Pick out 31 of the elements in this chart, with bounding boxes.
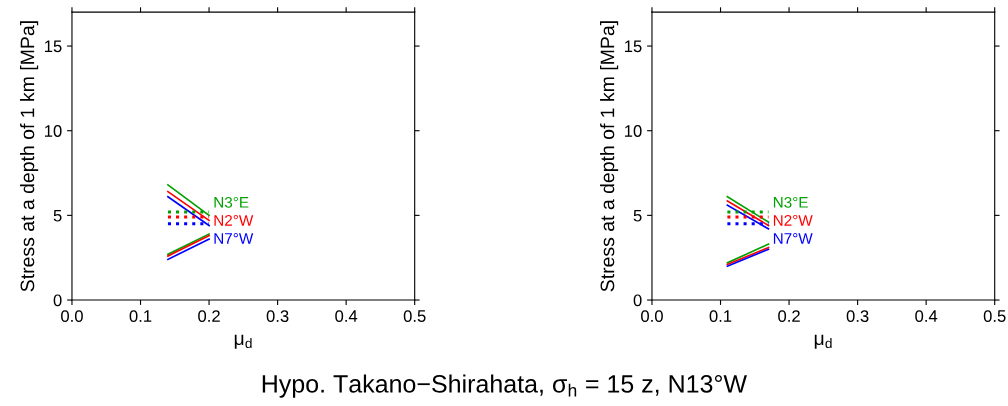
y-tick-label: 0 xyxy=(53,294,62,307)
x-tick-label: 0.4 xyxy=(335,310,358,322)
text: Hypo. Takano−Shirahata, σ$_{h}$ = 15 z, N13°W xyxy=(262,374,747,398)
x-tick-label: 0.3 xyxy=(266,310,289,322)
x-tick-label: 0.2 xyxy=(198,310,220,322)
x-axis-title: μ$_{d}$ xyxy=(234,334,252,349)
x-tick-label: 0.5 xyxy=(403,310,426,322)
series-label: N7°W xyxy=(214,233,254,244)
x-tick-label: 0.5 xyxy=(983,310,1006,322)
series-label: N3°E xyxy=(773,196,808,208)
x-tick-label: 0.1 xyxy=(129,310,152,322)
y-tick-label: 15 xyxy=(44,40,62,53)
series-label: N3°E xyxy=(214,196,249,208)
x-tick-label: 0.2 xyxy=(778,310,800,322)
y-tick-label: 5 xyxy=(53,209,62,222)
x-tick-label: 0.1 xyxy=(709,310,732,322)
x-axis-title: μ$_{d}$ xyxy=(814,334,832,349)
y-axis-title: Stress at a depth of 1 km [MPa] xyxy=(600,21,619,292)
y-tick-label: 10 xyxy=(624,125,642,137)
y-tick-label: 10 xyxy=(44,125,62,137)
series-label: N7°W xyxy=(773,233,813,244)
y-axis-title: Stress at a depth of 1 km [MPa] xyxy=(20,21,39,292)
x-tick-label: 0.0 xyxy=(641,310,663,322)
y-tick-label: 0 xyxy=(633,294,642,307)
series-label: N2°W xyxy=(214,214,254,226)
y-tick-label: 15 xyxy=(624,40,642,53)
x-tick-label: 0.3 xyxy=(846,310,869,322)
series-label: N2°W xyxy=(773,214,813,226)
y-tick-label: 5 xyxy=(633,209,642,222)
x-tick-label: 0.4 xyxy=(915,310,938,322)
x-tick-label: 0.0 xyxy=(61,310,83,322)
